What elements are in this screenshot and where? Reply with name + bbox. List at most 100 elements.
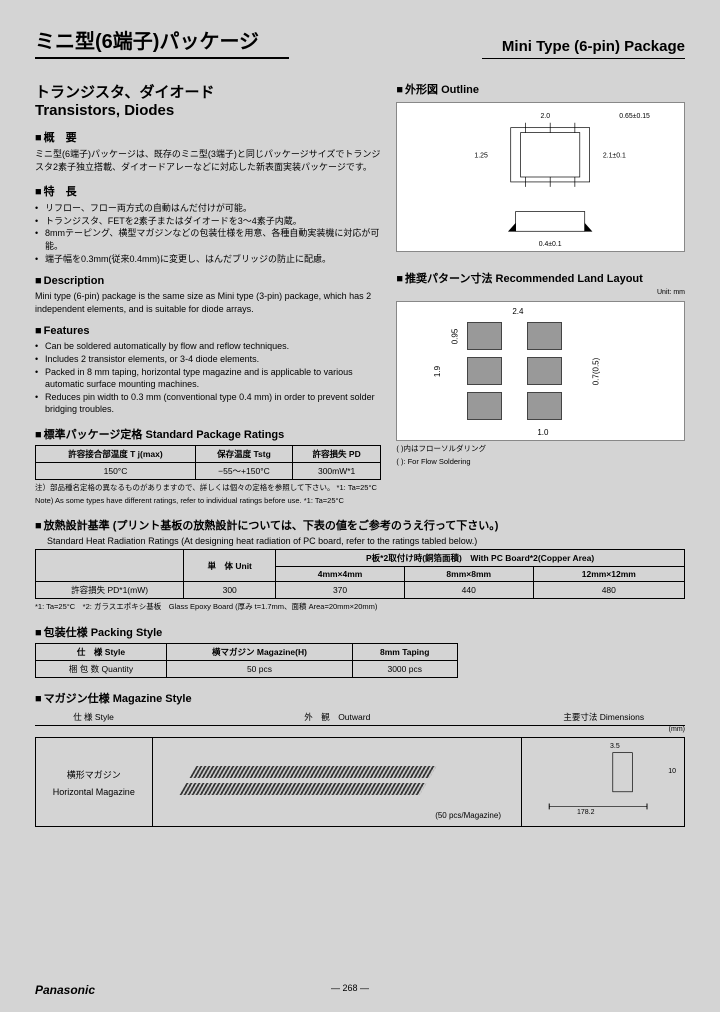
td: 150°C — [36, 462, 196, 479]
land-note1: ( )内はフローソルダリング — [396, 444, 685, 454]
land-pad — [467, 392, 502, 420]
description-heading: Description — [35, 275, 381, 287]
main-columns: トランジスタ、ダイオード Transistors, Diodes 概 要 ミニ型… — [35, 71, 685, 505]
subtitle-jp: トランジスタ、ダイオード — [35, 81, 381, 102]
th: 12mm×12mm — [533, 567, 684, 582]
th: 仕 様 Style — [35, 709, 152, 726]
heat-heading-en: Standard Heat Radiation Ratings (At desi… — [47, 536, 685, 546]
dim-gap: 0.7(0.5) — [592, 358, 601, 386]
land-pad — [527, 357, 562, 385]
td: 3000 pcs — [352, 661, 457, 678]
land-pad — [467, 322, 502, 350]
overview-heading: 概 要 — [35, 129, 381, 145]
dim-len: 178.2 — [577, 809, 595, 816]
overview-text: ミニ型(6端子)パッケージは、既存のミニ型(3端子)と同じパッケージサイズでトラ… — [35, 148, 381, 173]
magazine-box: 横形マガジン Horizontal Magazine (50 pcs/Magaz… — [35, 737, 685, 827]
td: 480 — [533, 582, 684, 599]
magazine-stick-icon — [189, 766, 436, 778]
td: 梱 包 数 Quantity — [36, 661, 167, 678]
packing-table: 仕 様 Style 横マガジン Magazine(H) 8mm Taping 梱… — [35, 643, 458, 678]
magazine-stick-icon — [179, 783, 426, 795]
magazine-header-row: 仕 様 Style 外 観 Outward 主要寸法 Dimensions — [35, 709, 685, 726]
description-text: Mini type (6-pin) package is the same si… — [35, 290, 381, 315]
heat-table: 単 体 Unit P板*2取付け時(銅箔面積) With PC Board*2(… — [35, 549, 685, 599]
std-ratings-note-en: Note) As some types have different ratin… — [35, 496, 381, 506]
dim-w: 3.5 — [610, 743, 620, 750]
th: 8mm×8mm — [404, 567, 533, 582]
dim-h: 1.9 — [433, 366, 442, 377]
feature-en-item: Reduces pin width to 0.3 mm (conventiona… — [35, 391, 381, 416]
page-title-jp: ミニ型(6端子)パッケージ — [35, 25, 289, 59]
dim-label: 0.4±0.1 — [539, 241, 562, 248]
heat-heading: 放熱設計基準 (プリント基板の放熱設計については、下表の値をご参考のうえ行って下… — [35, 517, 685, 533]
th: 4mm×4mm — [276, 567, 405, 582]
feature-jp-item: トランジスタ、FETを2素子またはダイオードを3～4素子内蔵。 — [35, 215, 381, 228]
mag-qty: (50 pcs/Magazine) — [435, 811, 501, 820]
page-title-en: Mini Type (6-pin) Package — [482, 38, 685, 59]
std-ratings-heading: 標準パッケージ定格 Standard Package Ratings — [35, 426, 381, 442]
magazine-section: マガジン仕様 Magazine Style 仕 様 Style 外 観 Outw… — [35, 690, 685, 827]
brand-logo: Panasonic — [35, 983, 95, 997]
heat-section: 放熱設計基準 (プリント基板の放熱設計については、下表の値をご参考のうえ行って下… — [35, 517, 685, 612]
th: 許容接合部温度 T j(max) — [36, 445, 196, 462]
dim-h: 10 — [668, 768, 676, 775]
heat-note: *1: Ta=25°C *2: ガラスエポキシ基板 Glass Epoxy Bo… — [35, 602, 685, 612]
land-note2: ( ): For Flow Soldering — [396, 457, 685, 467]
td: 440 — [404, 582, 533, 599]
magazine-heading: マガジン仕様 Magazine Style — [35, 690, 685, 706]
outline-heading: 外形図 Outline — [396, 81, 685, 97]
features-en-list: Can be soldered automatically by flow an… — [35, 340, 381, 416]
feature-jp-item: リフロー、フロー両方式の自動はんだ付けが可能。 — [35, 202, 381, 215]
th: P板*2取付け時(銅箔面積) With PC Board*2(Copper Ar… — [276, 550, 685, 567]
unit-label: Unit: mm — [396, 289, 685, 296]
magazine-outward: (50 pcs/Magazine) — [153, 738, 522, 826]
td: −55～+150°C — [195, 462, 292, 479]
th: 許容損失 PD — [292, 445, 380, 462]
dim-w: 2.4 — [512, 307, 523, 316]
feature-jp-item: 8mmテーピング、横型マガジンなどの包装仕様を用意、各種自動実装機に対応が可能。 — [35, 227, 381, 252]
th: 単 体 Unit — [184, 550, 276, 582]
header-row: ミニ型(6端子)パッケージ Mini Type (6-pin) Package — [35, 25, 685, 59]
th: 8mm Taping — [352, 644, 457, 661]
magazine-dims: 3.5 10 178.2 — [522, 738, 684, 826]
td: 300 — [184, 582, 276, 599]
page-footer: Panasonic — 268 — — [35, 983, 685, 997]
page-number: — 268 — — [331, 983, 369, 997]
dim-label: 2.0 — [541, 113, 551, 120]
feature-jp-item: 端子幅を0.3mm(従来0.4mm)に変更し、はんだブリッジの防止に配慮。 — [35, 253, 381, 266]
td: 許容損失 PD*1(mW) — [36, 582, 184, 599]
th: 保存温度 Tstg — [195, 445, 292, 462]
feature-en-item: Can be soldered automatically by flow an… — [35, 340, 381, 353]
outline-diagram: 2.0 1.25 2.1±0.1 0.65±0.15 0.4±0.1 — [396, 102, 685, 252]
std-ratings-note-jp: 注）部品種名定格の異なるものがありますので、詳しくは個々の定格を参照して下さい。… — [35, 483, 381, 493]
land-heading: 推奨パターン寸法 Recommended Land Layout — [396, 270, 685, 286]
mag-style-en: Horizontal Magazine — [53, 787, 135, 797]
td: 370 — [276, 582, 405, 599]
packing-section: 包装仕様 Packing Style 仕 様 Style 横マガジン Magaz… — [35, 624, 685, 678]
th: 仕 様 Style — [36, 644, 167, 661]
features-en-heading: Features — [35, 325, 381, 337]
dim-padh: 0.95 — [451, 329, 460, 345]
left-column: トランジスタ、ダイオード Transistors, Diodes 概 要 ミニ型… — [35, 71, 381, 505]
features-jp-heading: 特 長 — [35, 183, 381, 199]
subtitle-en: Transistors, Diodes — [35, 102, 381, 119]
th: 横マガジン Magazine(H) — [167, 644, 353, 661]
magazine-style-cell: 横形マガジン Horizontal Magazine — [36, 738, 153, 826]
land-pad — [467, 357, 502, 385]
th: 外 観 Outward — [152, 709, 523, 726]
th: 主要寸法 Dimensions — [523, 709, 686, 726]
th — [36, 550, 184, 582]
dim-padw: 1.0 — [537, 428, 548, 437]
dim-label: 2.1±0.1 — [603, 152, 626, 159]
td: 50 pcs — [167, 661, 353, 678]
std-ratings-table: 許容接合部温度 T j(max) 保存温度 Tstg 許容損失 PD 150°C… — [35, 445, 381, 480]
land-diagram: 2.4 1.9 0.7(0.5) 1.0 0.95 — [396, 301, 685, 441]
feature-en-item: Packed in 8 mm taping, horizontal type m… — [35, 366, 381, 391]
land-pad — [527, 392, 562, 420]
dim-label: 1.25 — [475, 152, 489, 159]
mag-style-jp: 横形マガジン — [67, 768, 121, 781]
right-column: 外形図 Outline 2.0 1.25 2.1±0.1 0.65±0.15 0… — [396, 71, 685, 505]
packing-heading: 包装仕様 Packing Style — [35, 624, 685, 640]
dim-label: 0.65±0.15 — [620, 113, 651, 120]
mag-unit: (mm) — [35, 726, 685, 733]
